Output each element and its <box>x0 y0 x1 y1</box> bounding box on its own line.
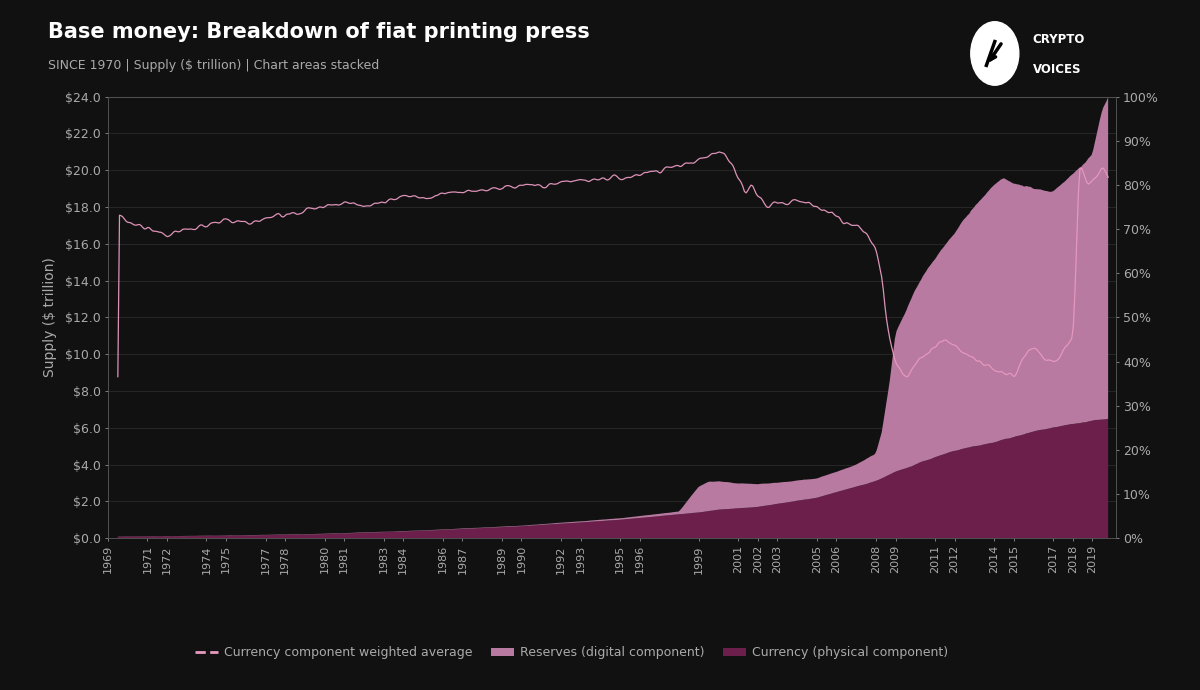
Legend: Currency component weighted average, Reserves (digital component), Currency (phy: Currency component weighted average, Res… <box>191 642 953 664</box>
Y-axis label: Supply ($ trillion): Supply ($ trillion) <box>43 257 56 377</box>
Text: SINCE 1970 | Supply ($ trillion) | Chart areas stacked: SINCE 1970 | Supply ($ trillion) | Chart… <box>48 59 379 72</box>
Text: VOICES: VOICES <box>1033 63 1081 76</box>
Text: CRYPTO: CRYPTO <box>1033 32 1085 46</box>
Text: Base money: Breakdown of fiat printing press: Base money: Breakdown of fiat printing p… <box>48 22 589 42</box>
Circle shape <box>971 21 1019 86</box>
